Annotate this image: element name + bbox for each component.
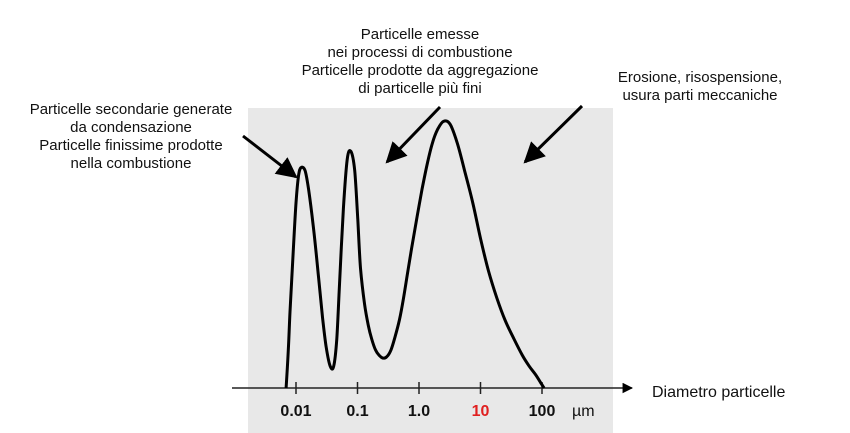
annotation-line: nella combustione: [70, 155, 192, 172]
arrow-right-annotation: [523, 104, 584, 164]
x-tick-label: 0.01: [280, 403, 311, 420]
x-axis-title: Diametro particelle: [652, 384, 785, 401]
annotation-left: Particelle secondarie generate da conden…: [2, 101, 260, 173]
annotation-middle: Particelle emesse nei processi di combus…: [262, 26, 578, 98]
arrow-middle-annotation: [385, 105, 442, 164]
annotation-line: Erosione, risospensione,: [617, 69, 783, 86]
x-tick-label: 10: [472, 403, 490, 420]
annotation-line: di particelle più fini: [358, 80, 482, 97]
x-tick-label: 1.0: [408, 403, 430, 420]
annotation-line: usura parti meccaniche: [622, 87, 778, 104]
annotation-right: Erosione, risospensione, usura parti mec…: [582, 69, 818, 105]
annotation-line: nei processi di combustione: [327, 44, 513, 61]
annotation-line: Particelle finissime prodotte: [39, 137, 223, 154]
annotation-line: Particelle prodotte da aggregazione: [301, 62, 539, 79]
series-layer: [284, 119, 546, 389]
x-axis-tick-labels: 0.01 0.1 1.0 10 100: [280, 403, 555, 420]
arrow-left-annotation: [242, 134, 298, 179]
annotation-line: da condensazione: [70, 119, 192, 136]
x-tick-label: 100: [529, 403, 556, 420]
x-axis-unit-label: µm: [572, 403, 595, 420]
annotation-line: Particelle emesse: [360, 26, 480, 43]
plot-background: [248, 108, 613, 433]
series-line: [284, 119, 546, 389]
x-axis-ticks: [295, 382, 543, 394]
annotation-line: Particelle secondarie generate: [29, 101, 233, 118]
x-tick-label: 0.1: [346, 403, 368, 420]
annotation-arrows: [242, 104, 584, 179]
